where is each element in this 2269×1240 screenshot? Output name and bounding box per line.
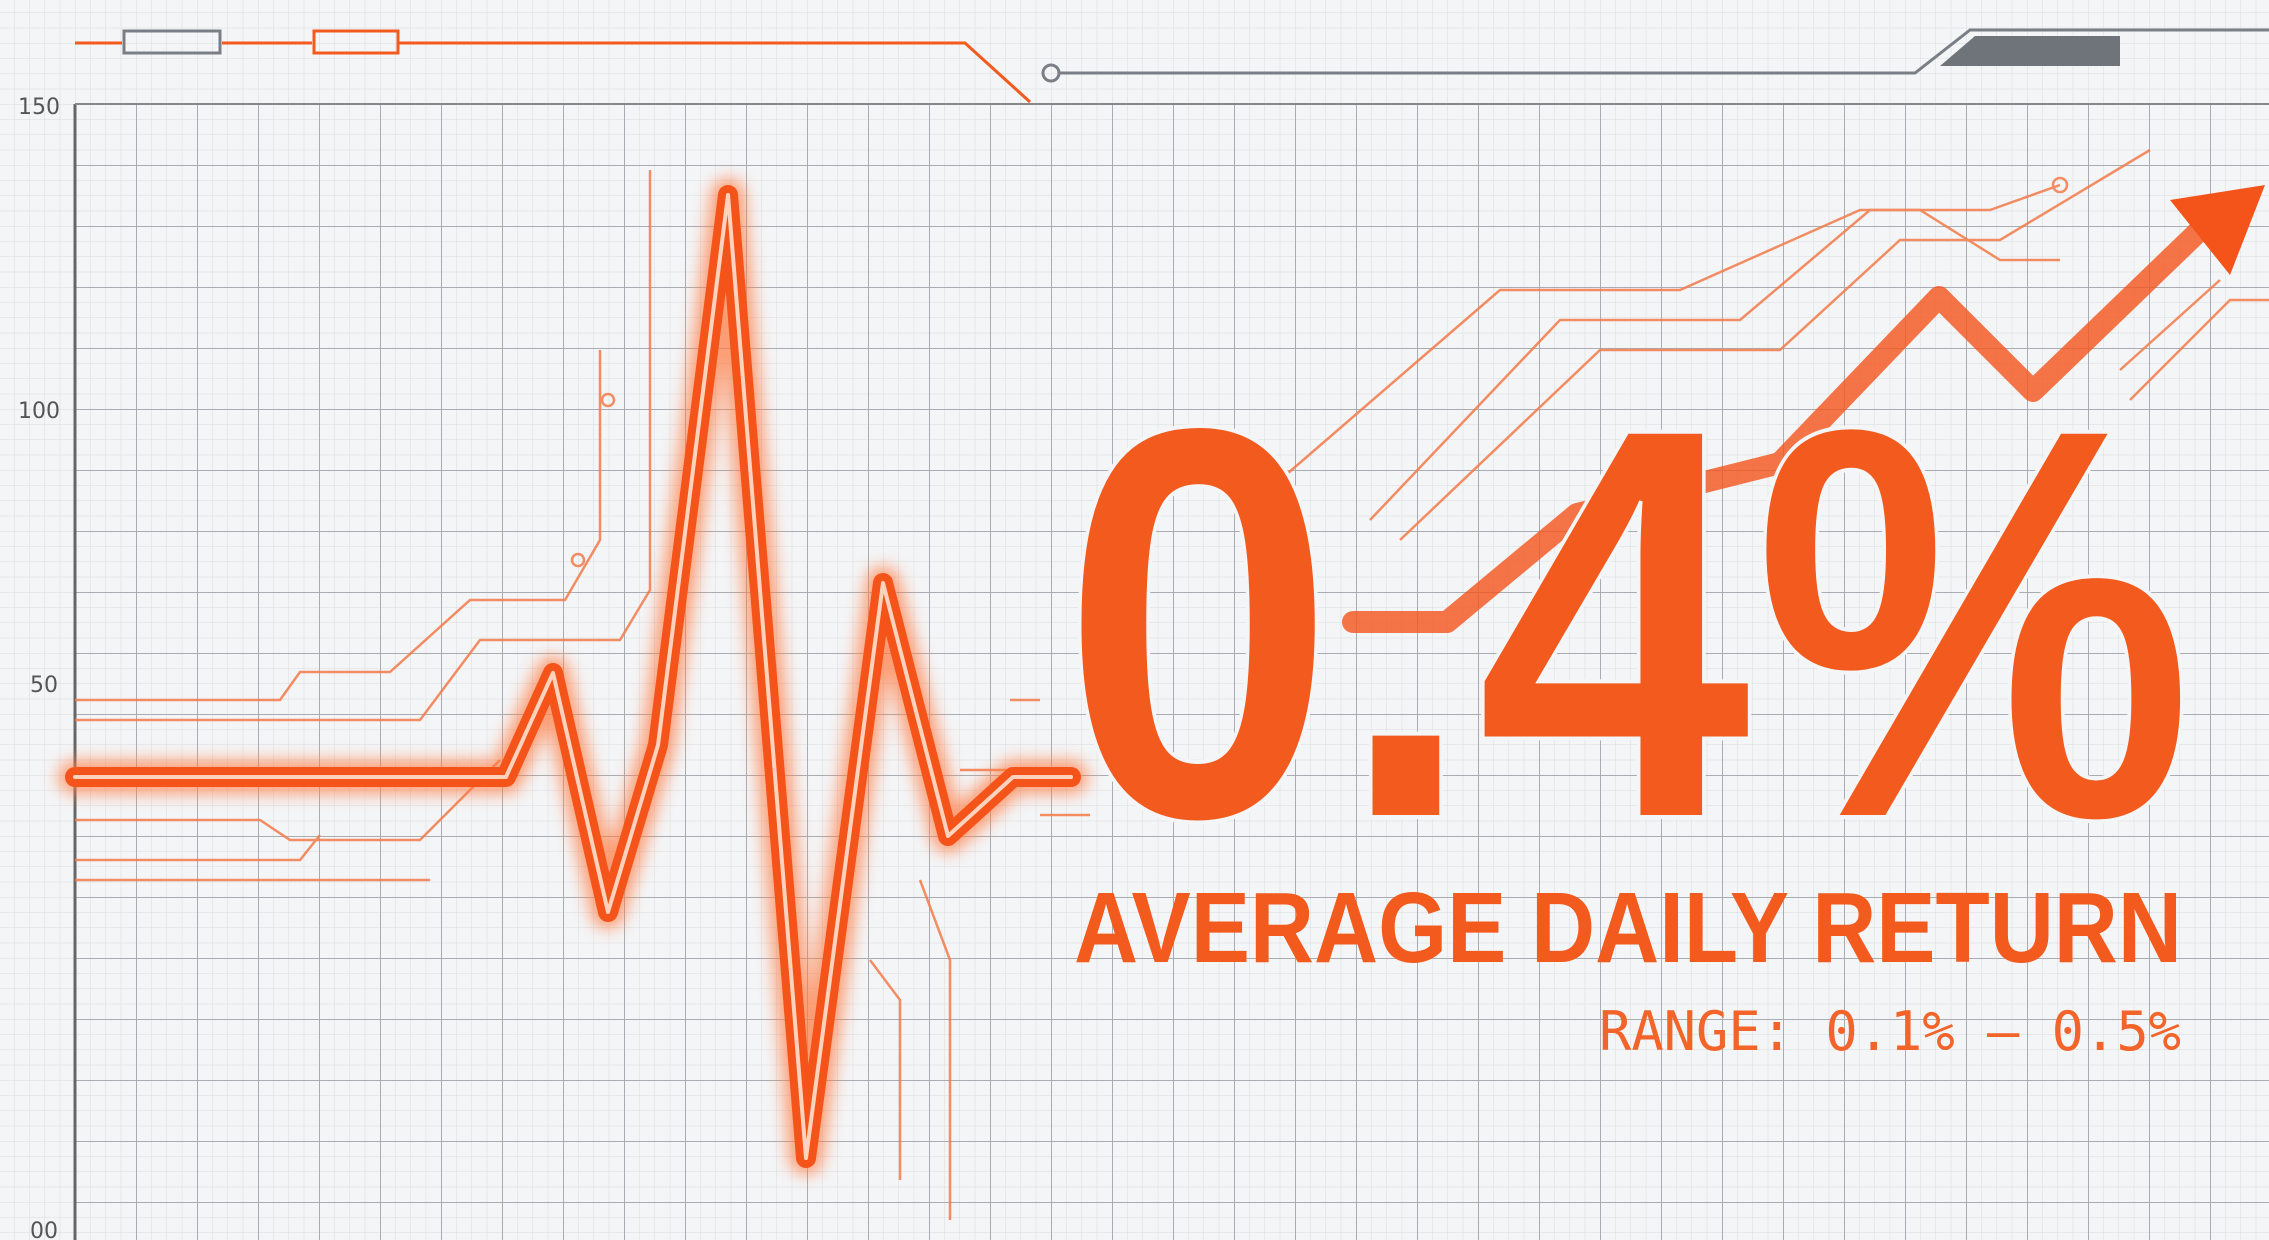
axis-label: 150 (18, 95, 60, 120)
range: RANGE: 0.1% – 0.5% (1599, 1000, 2181, 1063)
heartbeat-trace (58, 178, 2265, 1175)
circuit-lines (75, 148, 2269, 1220)
axis-label: 50 (30, 673, 58, 698)
headline: 0.4% (1060, 310, 2195, 936)
header-decor (75, 28, 2269, 104)
subtitle: AVERAGE DAILY RETURN (1074, 872, 2182, 984)
axis-label: 100 (18, 399, 60, 424)
axis-labels: 150 100 50 00 (18, 95, 60, 1240)
axis-label: 00 (30, 1219, 58, 1240)
grid (75, 104, 2269, 1240)
